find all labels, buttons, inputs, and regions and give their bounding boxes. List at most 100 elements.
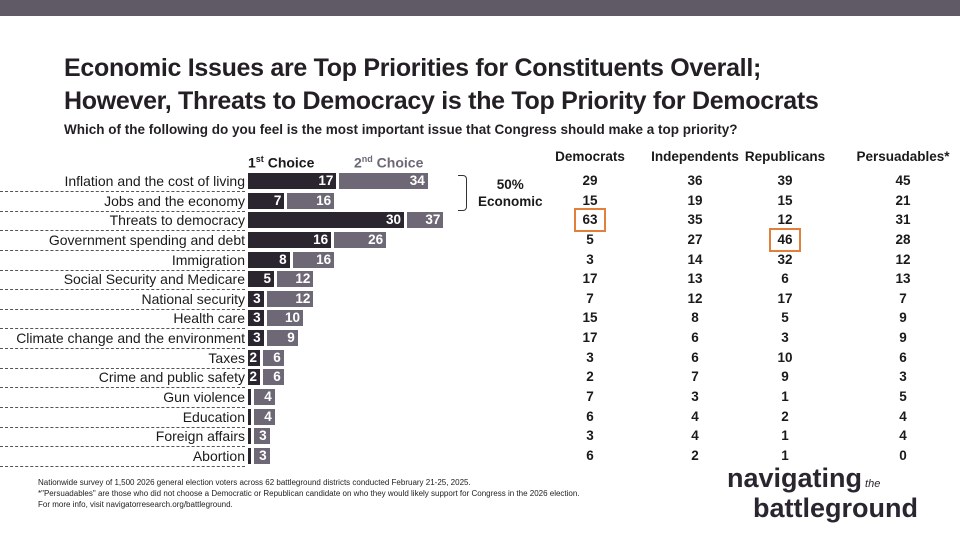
table-cell: 39 (777, 173, 793, 188)
table-cell: 4 (691, 408, 699, 424)
table-cell: 15 (582, 310, 598, 326)
table-cell: 17 (582, 330, 598, 346)
question-subtitle: Which of the following do you feel is th… (64, 122, 738, 137)
chart-row: Taxes 2 6 (0, 349, 560, 369)
table-cell: 7 (586, 290, 594, 306)
bar-second-choice: 26 (334, 231, 387, 248)
chart-row: Abortion 3 (0, 447, 560, 467)
chart-row: Climate change and the environment 3 9 (0, 329, 560, 350)
table-cell: 7 (586, 389, 594, 405)
table-cell: 1 (781, 428, 789, 444)
column-header: Persuadables* (856, 149, 950, 164)
table-cell: 3 (691, 389, 699, 405)
chart-row: Government spending and debt 16 26 (0, 231, 560, 251)
category-label: Gun violence (163, 389, 245, 406)
row-divider (0, 387, 245, 389)
bar-first-choice: 3 (248, 310, 264, 327)
chart-row: Education 4 (0, 408, 560, 428)
footnote-more-info: For more info, visit navigatorresearch.o… (38, 500, 233, 509)
bar-second-choice: 4 (254, 408, 275, 425)
row-divider (0, 446, 245, 448)
chart-row: Crime and public safety 2 6 (0, 368, 560, 389)
footnote-survey: Nationwide survey of 1,500 2026 general … (38, 478, 471, 487)
category-label: Immigration (171, 251, 245, 268)
table-cell: 27 (687, 231, 703, 247)
category-label: Climate change and the environment (16, 330, 245, 347)
table-cell: 14 (687, 251, 703, 267)
table-cell: 63 (574, 208, 606, 233)
row-divider (0, 348, 245, 350)
category-label: Abortion (192, 447, 245, 464)
bar-first-choice: 3 (248, 290, 264, 307)
chart-row: Social Security and Medicare 5 12 (0, 270, 560, 291)
row-divider (0, 269, 245, 271)
top-bar (0, 0, 960, 16)
bar-first-choice (248, 389, 251, 406)
economic-bracket (458, 175, 467, 211)
table-cell: 17 (582, 271, 598, 287)
table-cell: 3 (586, 349, 594, 365)
table-cell: 28 (895, 231, 911, 247)
table-cell: 4 (899, 408, 907, 424)
title-line-2: However, Threats to Democracy is the Top… (64, 87, 819, 115)
row-divider (0, 407, 245, 409)
column-header: Independents (651, 149, 739, 164)
bar-first-choice: 2 (248, 349, 260, 366)
table-cell: 3 (781, 330, 789, 346)
chart-row: Threats to democracy 30 37 (0, 211, 560, 232)
legend-first-choice: 1st Choice (248, 154, 315, 171)
page-title: Economic Issues are Top Priorities for C… (64, 52, 819, 118)
bar-first-choice: 30 (248, 212, 404, 229)
category-label: Inflation and the cost of living (64, 173, 245, 189)
navigating-battleground-logo: navigating the battleground (727, 463, 918, 523)
bar-first-choice: 3 (248, 330, 264, 347)
table-cell: 6 (691, 330, 699, 346)
table-cell: 7 (899, 290, 907, 306)
row-divider (0, 210, 245, 212)
bar-second-choice: 6 (263, 369, 284, 386)
row-divider (0, 465, 245, 467)
chart-row: Inflation and the cost of living 17 34 (0, 172, 560, 192)
bar-first-choice: 7 (248, 192, 285, 209)
row-divider (0, 308, 245, 310)
table-cell: 46 (769, 227, 801, 252)
table-cell: 2 (586, 369, 594, 385)
bar-second-choice: 10 (266, 310, 303, 327)
chart-row: Jobs and the economy 7 16 (0, 192, 560, 212)
category-label: Taxes (208, 349, 245, 366)
bar-first-choice (248, 447, 251, 464)
table-cell: 35 (687, 212, 703, 228)
bar-second-choice: 16 (287, 192, 335, 209)
category-label: Government spending and debt (48, 231, 245, 248)
category-label: Social Security and Medicare (63, 271, 245, 288)
footnote-persuadables: *"Persuadables" are those who did not ch… (38, 489, 580, 498)
footnotes: Nationwide survey of 1,500 2026 general … (38, 477, 580, 510)
column-header: Republicans (744, 149, 826, 164)
table-cell: 6 (781, 271, 789, 287)
bar-second-choice: 6 (263, 349, 284, 366)
bar-second-choice: 4 (254, 389, 275, 406)
category-label: Threats to democracy (109, 212, 245, 229)
table-cell: 9 (899, 330, 907, 346)
row-divider (0, 230, 245, 232)
table-cell: 13 (895, 271, 911, 287)
table-cell: 12 (895, 251, 911, 267)
row-divider (0, 328, 245, 330)
category-label: Foreign affairs (155, 428, 245, 445)
table-cell: 5 (899, 389, 907, 405)
category-label: Jobs and the economy (104, 192, 245, 209)
table-cell: 7 (691, 369, 699, 385)
table-cell: 17 (777, 290, 793, 306)
bar-first-choice: 17 (248, 173, 337, 189)
table-cell: 3 (899, 369, 907, 385)
table-cell: 31 (895, 212, 911, 228)
bar-second-choice: 3 (254, 447, 270, 464)
table-cell: 6 (899, 349, 907, 365)
chart-row: Immigration 8 16 (0, 251, 560, 271)
category-label: National security (141, 290, 246, 307)
table-cell: 0 (899, 447, 907, 463)
bar-first-choice: 5 (248, 271, 274, 288)
table-cell: 9 (781, 369, 789, 385)
table-cell: 29 (582, 173, 598, 188)
table-cell: 32 (777, 251, 793, 267)
